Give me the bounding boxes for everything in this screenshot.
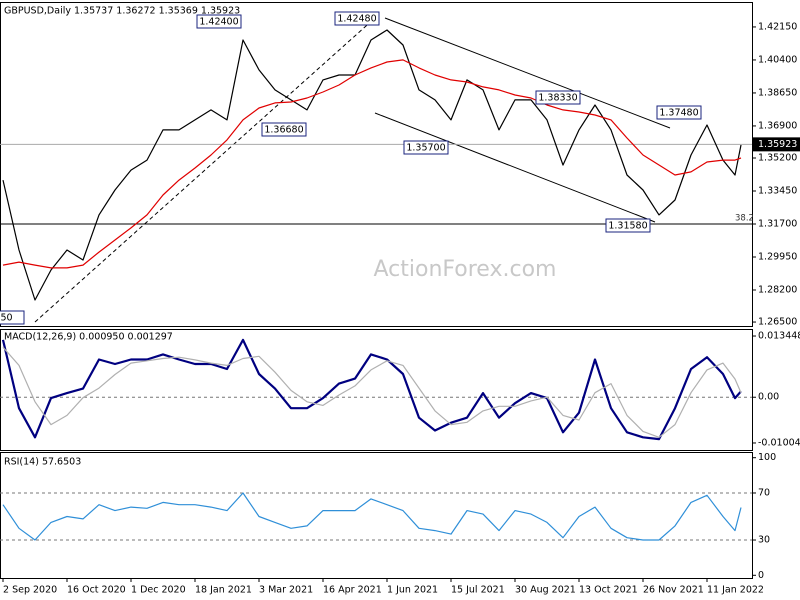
x-tick-label: 1 Dec 2020 xyxy=(131,585,186,596)
price-panel xyxy=(0,2,753,327)
rsi-panel xyxy=(0,452,753,579)
y-tick-label: 0.00 xyxy=(758,392,779,403)
y-tick-label: 1.35200 xyxy=(758,152,797,163)
y-tick-label: 70 xyxy=(758,487,770,498)
macd-header: MACD(12,26,9) 0.000950 0.001297 xyxy=(4,332,173,343)
rsi-header: RSI(14) 57.6503 xyxy=(4,457,81,468)
channel-upper xyxy=(384,17,671,129)
trend-line xyxy=(34,17,376,323)
x-tick-label: 2 Sep 2020 xyxy=(3,585,57,596)
price-header: GBPUSD,Daily 1.35737 1.36272 1.35369 1.3… xyxy=(4,6,240,17)
price-annotation-box xyxy=(334,11,380,26)
fib-label: 38.2 xyxy=(735,214,754,224)
y-tick-label: 1.33450 xyxy=(758,185,797,196)
price-annotation: .750 xyxy=(0,313,13,324)
price-annotation-box xyxy=(535,90,581,105)
x-tick-label: 15 Jul 2021 xyxy=(451,585,505,596)
y-tick-label: 1.29950 xyxy=(758,251,797,262)
series-line xyxy=(2,59,742,269)
price-annotation: 1.36680 xyxy=(264,125,303,136)
series-line xyxy=(2,492,742,541)
price-annotation: 1.35700 xyxy=(406,143,445,154)
x-tick-label: 11 Jan 2022 xyxy=(707,585,764,596)
series-line xyxy=(1,338,742,441)
x-tick-label: 3 Mar 2021 xyxy=(259,585,313,596)
y-tick-label: 1.26500 xyxy=(758,317,797,328)
price-annotation-box xyxy=(403,140,449,155)
y-tick-label: 100 xyxy=(758,452,776,463)
macd-panel xyxy=(0,329,753,451)
price-annotation: 1.37480 xyxy=(659,108,698,119)
y-tick-label: 1.40400 xyxy=(758,54,797,65)
price-annotation-box xyxy=(605,218,651,233)
x-tick-label: 16 Oct 2020 xyxy=(67,585,126,596)
watermark: ActionForex.com xyxy=(374,257,557,282)
y-tick-label: 30 xyxy=(758,535,770,546)
price-annotation-box xyxy=(261,122,307,137)
channel-lower xyxy=(374,112,656,223)
price-annotation: 1.42400 xyxy=(199,17,238,28)
x-tick-label: 18 Jan 2021 xyxy=(195,585,252,596)
y-tick-label: 1.38650 xyxy=(758,87,797,98)
x-tick-label: 13 Oct 2021 xyxy=(579,585,638,596)
y-tick-label: 0.013448 xyxy=(758,331,800,342)
last-price-box xyxy=(753,137,800,152)
price-annotation-box xyxy=(196,14,242,29)
y-tick-label: 1.42150 xyxy=(758,21,797,32)
series-line xyxy=(2,29,742,301)
price-annotation: 1.38330 xyxy=(538,93,577,104)
price-annotation: 1.42480 xyxy=(337,14,376,25)
series-line xyxy=(2,346,742,438)
y-tick-label: 1.36900 xyxy=(758,120,797,131)
price-annotation-box xyxy=(0,310,25,325)
price-annotation: 1.31580 xyxy=(608,221,647,232)
x-tick-label: 30 Aug 2021 xyxy=(515,585,576,596)
y-tick-label: -0.010047 xyxy=(758,437,800,448)
y-tick-label: 1.28200 xyxy=(758,284,797,295)
x-tick-label: 1 Jun 2021 xyxy=(387,585,438,596)
y-tick-label: 0 xyxy=(758,570,764,581)
x-tick-label: 26 Nov 2021 xyxy=(643,585,704,596)
x-tick-label: 16 Apr 2021 xyxy=(323,585,382,596)
last-price-label: 1.35923 xyxy=(758,139,797,150)
y-tick-label: 1.31700 xyxy=(758,218,797,229)
price-annotation-box xyxy=(656,105,702,120)
